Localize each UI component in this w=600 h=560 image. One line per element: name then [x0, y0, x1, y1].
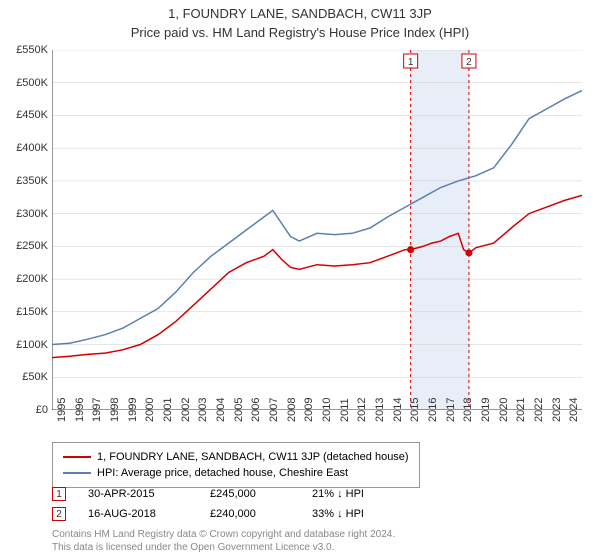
x-tick-label: 1999 — [127, 398, 139, 422]
y-tick-label: £50K — [0, 371, 48, 383]
x-tick-label: 2004 — [215, 398, 227, 422]
x-tick-label: 2019 — [480, 398, 492, 422]
x-tick-label: 1997 — [91, 398, 103, 422]
legend-row: HPI: Average price, detached house, Ches… — [63, 465, 409, 481]
x-tick-label: 2014 — [392, 398, 404, 422]
legend: 1, FOUNDRY LANE, SANDBACH, CW11 3JP (det… — [52, 442, 420, 488]
y-tick-label: £350K — [0, 175, 48, 187]
sale-marker-icon: 2 — [52, 507, 66, 521]
x-tick-label: 2016 — [427, 398, 439, 422]
y-tick-label: £0 — [0, 404, 48, 416]
chart-area: 12 — [52, 50, 582, 410]
sale-delta: 21% ↓ HPI — [312, 488, 364, 500]
sale-marker-icon: 1 — [52, 487, 66, 501]
y-tick-label: £300K — [0, 208, 48, 220]
x-tick-label: 2006 — [250, 398, 262, 422]
line-chart: 12 — [52, 50, 582, 410]
page-subtitle: Price paid vs. HM Land Registry's House … — [0, 25, 600, 40]
x-tick-label: 2017 — [445, 398, 457, 422]
x-tick-label: 2020 — [498, 398, 510, 422]
y-tick-label: £550K — [0, 44, 48, 56]
x-tick-label: 2023 — [551, 398, 563, 422]
legend-line — [63, 472, 91, 474]
legend-row: 1, FOUNDRY LANE, SANDBACH, CW11 3JP (det… — [63, 449, 409, 465]
x-tick-label: 2007 — [268, 398, 280, 422]
y-tick-label: £400K — [0, 142, 48, 154]
x-tick-label: 2018 — [462, 398, 474, 422]
y-tick-label: £100K — [0, 339, 48, 351]
x-tick-label: 1995 — [56, 398, 68, 422]
x-tick-label: 2015 — [409, 398, 421, 422]
page-title: 1, FOUNDRY LANE, SANDBACH, CW11 3JP — [0, 6, 600, 21]
x-tick-label: 2010 — [321, 398, 333, 422]
y-tick-label: £450K — [0, 109, 48, 121]
x-tick-label: 2022 — [533, 398, 545, 422]
sale-row: 1 30-APR-2015 £245,000 21% ↓ HPI — [52, 484, 364, 504]
footer-attribution: Contains HM Land Registry data © Crown c… — [52, 528, 395, 554]
y-tick-label: £200K — [0, 273, 48, 285]
x-tick-label: 2005 — [233, 398, 245, 422]
legend-label: 1, FOUNDRY LANE, SANDBACH, CW11 3JP (det… — [97, 451, 409, 463]
y-tick-label: £500K — [0, 77, 48, 89]
x-tick-label: 2003 — [197, 398, 209, 422]
x-tick-label: 1998 — [109, 398, 121, 422]
x-tick-label: 2024 — [568, 398, 580, 422]
x-tick-label: 2013 — [374, 398, 386, 422]
sale-price: £240,000 — [210, 508, 290, 520]
svg-text:1: 1 — [408, 57, 414, 68]
x-tick-label: 2011 — [339, 398, 351, 422]
x-tick-label: 2012 — [356, 398, 368, 422]
legend-label: HPI: Average price, detached house, Ches… — [97, 467, 348, 479]
x-tick-label: 2008 — [286, 398, 298, 422]
legend-line — [63, 456, 91, 458]
x-tick-label: 2021 — [515, 398, 527, 422]
y-tick-label: £150K — [0, 306, 48, 318]
svg-text:2: 2 — [466, 57, 472, 68]
x-tick-label: 2002 — [180, 398, 192, 422]
x-tick-label: 1996 — [74, 398, 86, 422]
y-tick-label: £250K — [0, 240, 48, 252]
sale-row: 2 16-AUG-2018 £240,000 33% ↓ HPI — [52, 504, 364, 524]
x-tick-label: 2001 — [162, 398, 174, 422]
sale-date: 30-APR-2015 — [88, 488, 188, 500]
sale-date: 16-AUG-2018 — [88, 508, 188, 520]
sale-delta: 33% ↓ HPI — [312, 508, 364, 520]
sale-price: £245,000 — [210, 488, 290, 500]
x-tick-label: 2000 — [144, 398, 156, 422]
x-tick-label: 2009 — [303, 398, 315, 422]
sales-table: 1 30-APR-2015 £245,000 21% ↓ HPI 2 16-AUG-201… — [52, 484, 364, 524]
